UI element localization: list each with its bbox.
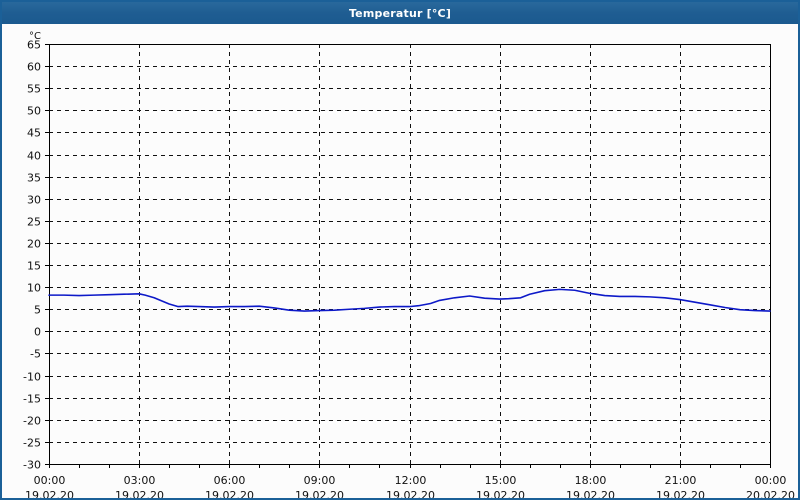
temperature-line-chart: 65605550454035302520151050-5-10-15-20-25… bbox=[2, 24, 798, 498]
y-axis-tick-label: -25 bbox=[23, 437, 41, 450]
y-axis-tick-label: -30 bbox=[23, 459, 41, 472]
y-axis-tick-label: 35 bbox=[27, 172, 41, 185]
page-title: Temperatur [°C] bbox=[348, 6, 452, 20]
chart-background bbox=[2, 24, 798, 498]
y-axis-unit-label: °C bbox=[29, 31, 41, 42]
window-title-bar: Temperatur [°C] bbox=[2, 2, 798, 24]
y-axis-ticks bbox=[45, 44, 49, 465]
y-axis-tick-label: 30 bbox=[27, 194, 41, 207]
y-axis-tick-label: -10 bbox=[23, 371, 41, 384]
y-axis-tick-label: 45 bbox=[27, 127, 41, 140]
x-axis-labels: 00:00 19.02.20 03:00 19.02.20 06:00 19.02.20 0… bbox=[25, 474, 795, 498]
x-axis-date-label: 19.02.20 bbox=[566, 489, 615, 498]
x-axis-time-label: 18:00 bbox=[575, 474, 607, 487]
y-axis-tick-label: -20 bbox=[23, 415, 41, 428]
axis-frame bbox=[48, 43, 772, 466]
x-axis-time-label: 15:00 bbox=[485, 474, 517, 487]
y-axis-labels: 65605550454035302520151050-5-10-15-20-25… bbox=[23, 39, 41, 472]
y-axis-tick-label: 40 bbox=[27, 150, 41, 163]
x-axis-date-label: 19.02.20 bbox=[656, 489, 705, 498]
x-axis-date-label: 19.02.20 bbox=[115, 489, 164, 498]
y-axis-tick-label: 20 bbox=[27, 238, 41, 251]
x-axis-date-label: 19.02.20 bbox=[205, 489, 254, 498]
y-axis-tick-label: 5 bbox=[34, 304, 41, 317]
x-axis-date-label: 19.02.20 bbox=[386, 489, 435, 498]
y-axis-tick-label: 65 bbox=[27, 39, 41, 52]
x-axis-date-label: 20.02.20 bbox=[746, 489, 795, 498]
x-axis-time-label: 00:00 bbox=[34, 474, 66, 487]
y-axis-tick-label: -5 bbox=[30, 348, 41, 361]
x-axis-time-label: 06:00 bbox=[214, 474, 246, 487]
y-axis-tick-label: 55 bbox=[27, 83, 41, 96]
x-axis-date-label: 19.02.20 bbox=[295, 489, 344, 498]
x-axis-time-label: 03:00 bbox=[124, 474, 156, 487]
x-axis-time-label: 12:00 bbox=[395, 474, 427, 487]
x-axis-time-label: 00:00 bbox=[755, 474, 787, 487]
y-axis-tick-label: 50 bbox=[27, 105, 41, 118]
y-axis-tick-label: -15 bbox=[23, 393, 41, 406]
y-axis-tick-label: 25 bbox=[27, 216, 41, 229]
temperature-series-line bbox=[48, 288, 771, 312]
chart-canvas: 65 60 55 50 45 40 35 30 25 20 15 10 5 0 -5 -10 -15 -20 -25… bbox=[2, 24, 798, 498]
x-axis-time-label: 21:00 bbox=[665, 474, 697, 487]
y-axis-tick-label: 10 bbox=[27, 282, 41, 295]
y-axis-tick-label: 15 bbox=[27, 260, 41, 273]
x-axis-time-label: 09:00 bbox=[304, 474, 336, 487]
vertical-gridlines bbox=[139, 44, 681, 464]
y-axis-tick-label: 0 bbox=[34, 326, 41, 339]
x-axis-date-label: 19.02.20 bbox=[476, 489, 525, 498]
y-axis-tick-label: 60 bbox=[27, 61, 41, 74]
x-axis-date-label: 19.02.20 bbox=[25, 489, 74, 498]
